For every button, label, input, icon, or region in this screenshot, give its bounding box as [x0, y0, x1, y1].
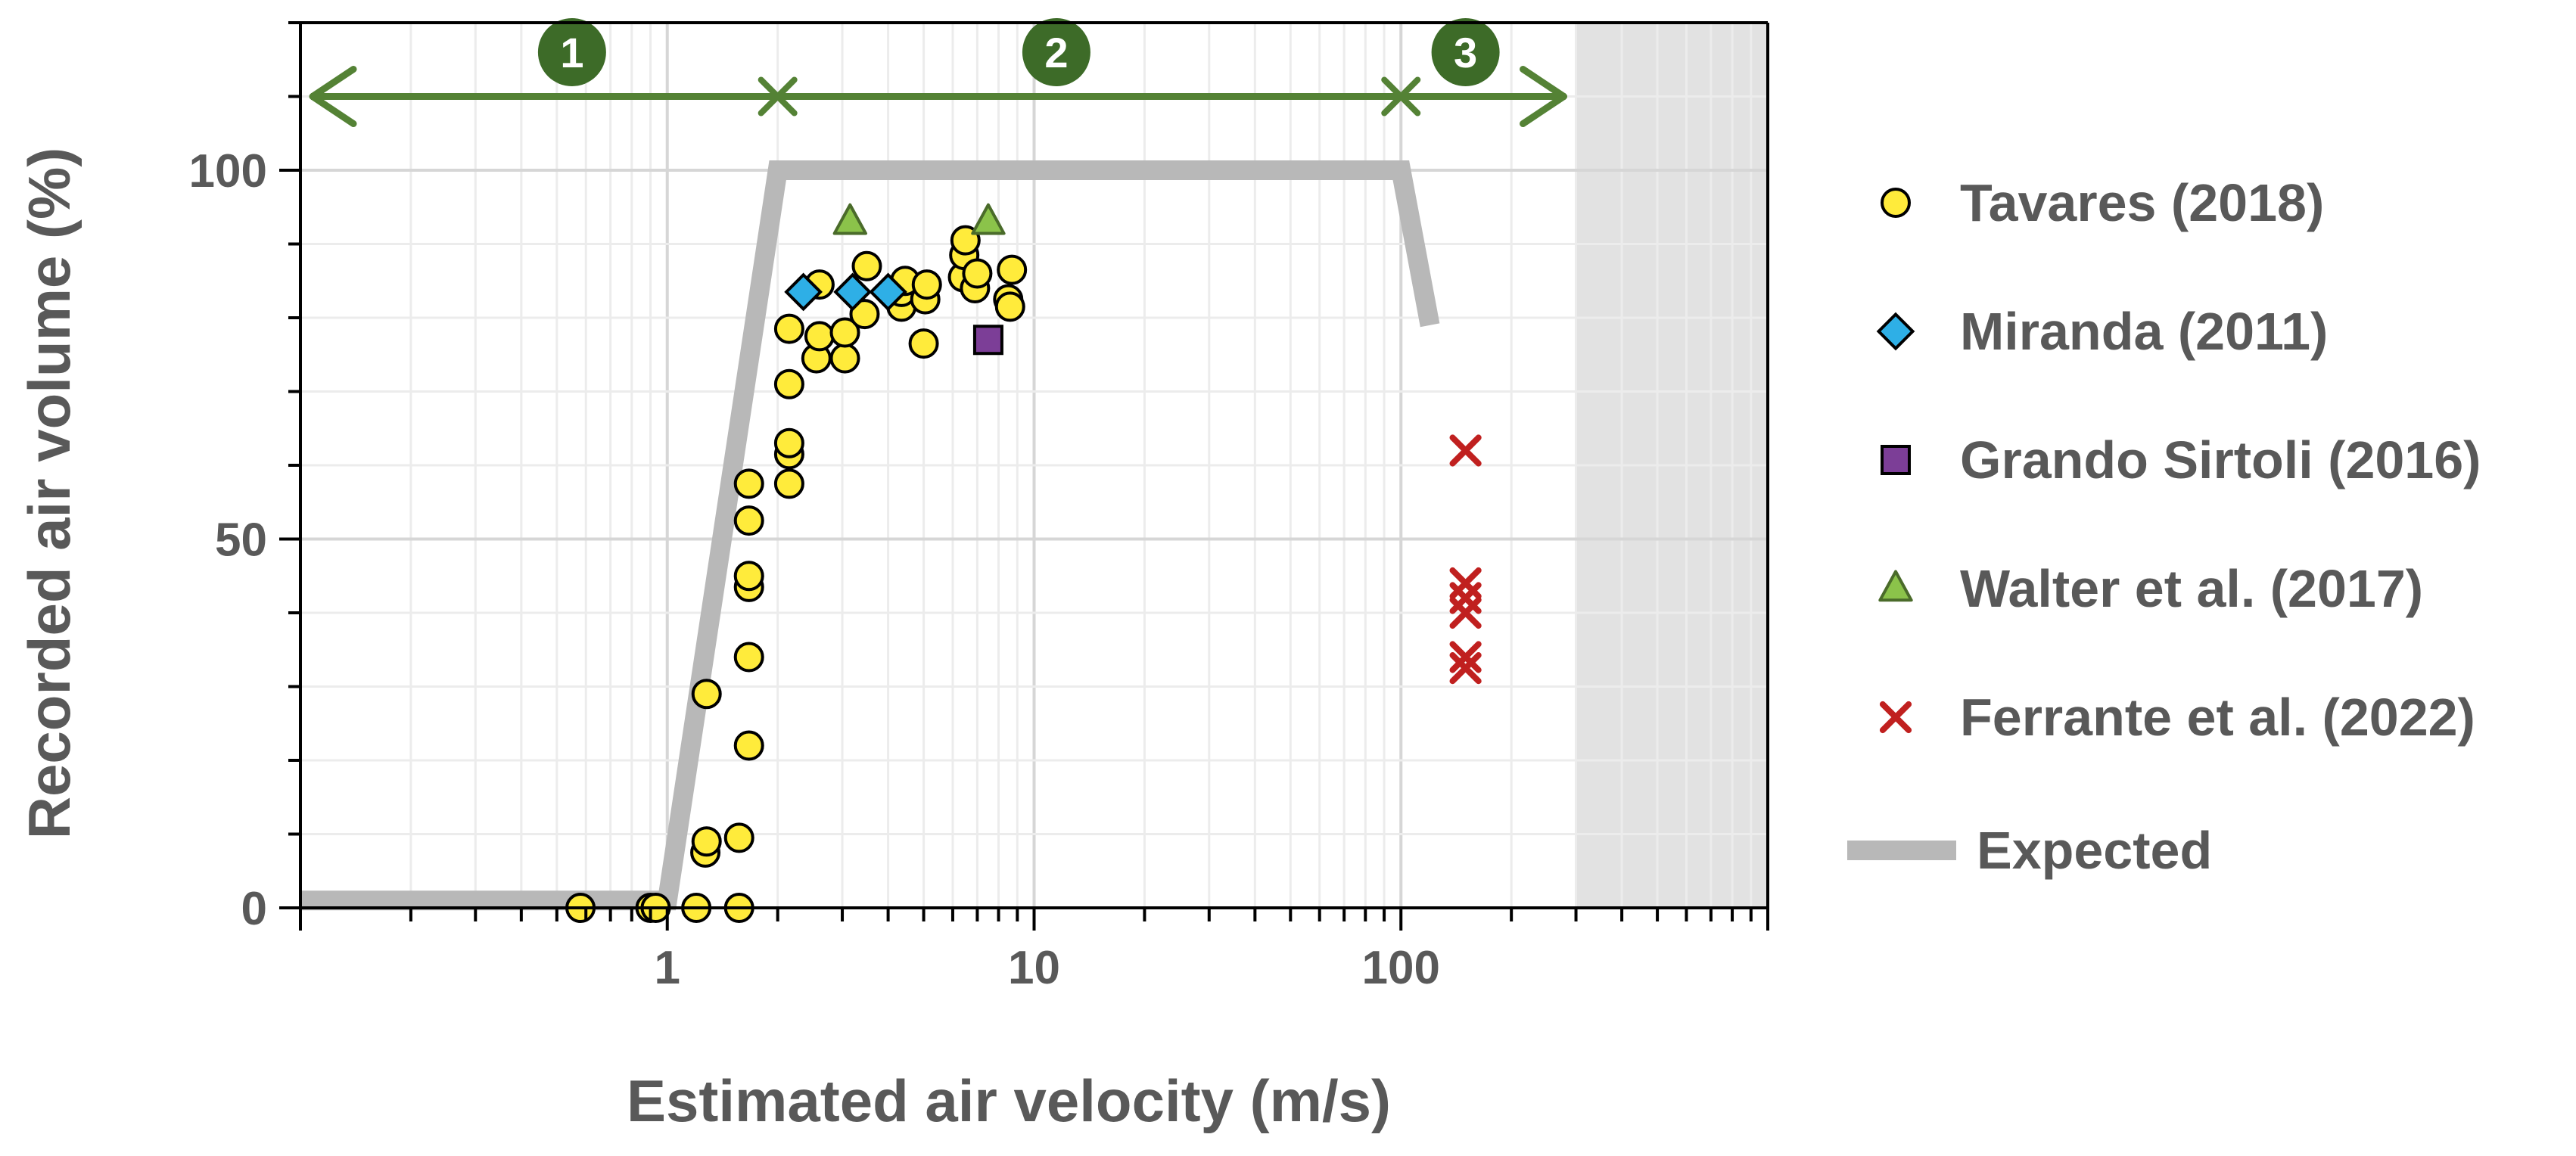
data-point-ferrante-et-al-2022 — [1449, 596, 1482, 629]
zone-3-label: 3 — [1454, 29, 1477, 76]
legend-label-miranda-2011: Miranda (2011) — [1960, 302, 2328, 361]
data-point-walter-et-al-2017 — [832, 203, 868, 235]
x-tick-label: 10 — [1008, 942, 1060, 994]
data-point-ferrante-et-al-2022 — [1449, 641, 1482, 673]
legend-label-expected: Expected — [1977, 821, 2212, 880]
x-tick-label: 100 — [1362, 942, 1440, 994]
legend-marker-grando-sirtoli-2016 — [1881, 445, 1911, 475]
expected-line — [300, 160, 1440, 911]
legend-label-tavares-2018: Tavares (2018) — [1960, 173, 2324, 232]
data-point-tavares-2018 — [908, 328, 939, 359]
zone-arrow-layer: 1 2 3 — [309, 18, 1568, 127]
data-point-tavares-2018 — [691, 679, 722, 710]
legend-label-walter-et-al-2017: Walter et al. (2017) — [1960, 559, 2423, 618]
data-point-tavares-2018 — [773, 427, 804, 458]
zone-3-badge — [1431, 18, 1500, 86]
data-point-tavares-2018 — [804, 321, 835, 352]
tick-labels-layer: 1 10 100 0 50 100 — [189, 145, 1440, 994]
data-point-tavares-2018 — [723, 822, 754, 853]
data-point-tavares-2018 — [733, 468, 764, 499]
legend-label-grando-sirtoli-2016: Grando Sirtoli (2016) — [1960, 430, 2481, 489]
data-point-miranda-2011 — [869, 272, 907, 312]
legend-label-ferrante-et-al-2022: Ferrante et al. (2022) — [1960, 688, 2475, 747]
data-point-tavares-2018 — [773, 468, 804, 499]
legend: Tavares (2018) Miranda (2011) Grando Sirto… — [1847, 173, 2481, 880]
data-point-tavares-2018 — [773, 368, 804, 399]
data-point-ferrante-et-al-2022 — [1449, 434, 1482, 467]
data-point-tavares-2018 — [733, 505, 764, 536]
data-point-ferrante-et-al-2022 — [1449, 652, 1482, 685]
y-tick-label: 0 — [241, 883, 267, 935]
data-points-layer — [565, 203, 1482, 923]
data-point-tavares-2018 — [773, 313, 804, 344]
zone-1-badge — [537, 18, 606, 86]
x-tick-label: 1 — [655, 942, 680, 994]
legend-marker-walter-et-al-2017 — [1878, 570, 1913, 602]
zone-2-badge — [1022, 18, 1090, 86]
data-point-tavares-2018 — [962, 258, 993, 289]
data-point-tavares-2018 — [851, 250, 882, 281]
legend-marker-ferrante-et-al-2022 — [1879, 701, 1912, 734]
expected-line-layer — [300, 160, 1440, 911]
data-point-tavares-2018 — [733, 642, 764, 673]
axes-layer — [279, 21, 1769, 931]
data-point-walter-et-al-2017 — [971, 203, 1006, 235]
data-point-miranda-2011 — [784, 272, 823, 312]
y-tick-label: 100 — [189, 145, 267, 197]
data-point-tavares-2018 — [994, 291, 1025, 322]
zone-arrowhead-right — [1520, 66, 1568, 127]
y-axis-title: Recorded air volume (%) — [16, 148, 82, 840]
legend-marker-tavares-2018 — [1881, 188, 1911, 218]
zone-boundary-marker — [1381, 76, 1421, 117]
zone-boundary-marker — [758, 76, 798, 117]
data-point-tavares-2018 — [691, 826, 722, 857]
x-axis-title: Estimated air velocity (m/s) — [627, 1067, 1391, 1134]
data-point-tavares-2018 — [829, 343, 860, 374]
y-tick-label: 50 — [215, 514, 267, 567]
zone-1-label: 1 — [560, 29, 583, 76]
data-point-tavares-2018 — [733, 561, 764, 592]
data-point-tavares-2018 — [911, 269, 942, 300]
data-point-tavares-2018 — [733, 730, 764, 761]
zone-arrowhead-left — [309, 66, 357, 127]
grid-layer — [300, 23, 1768, 908]
data-point-miranda-2011 — [833, 272, 872, 312]
zone-2-label: 2 — [1044, 29, 1068, 76]
data-point-tavares-2018 — [849, 299, 880, 330]
data-point-tavares-2018 — [997, 254, 1028, 285]
data-point-grando-sirtoli-2016 — [972, 325, 1003, 356]
data-point-tavares-2018 — [829, 317, 860, 348]
legend-marker-miranda-2011 — [1876, 312, 1915, 351]
